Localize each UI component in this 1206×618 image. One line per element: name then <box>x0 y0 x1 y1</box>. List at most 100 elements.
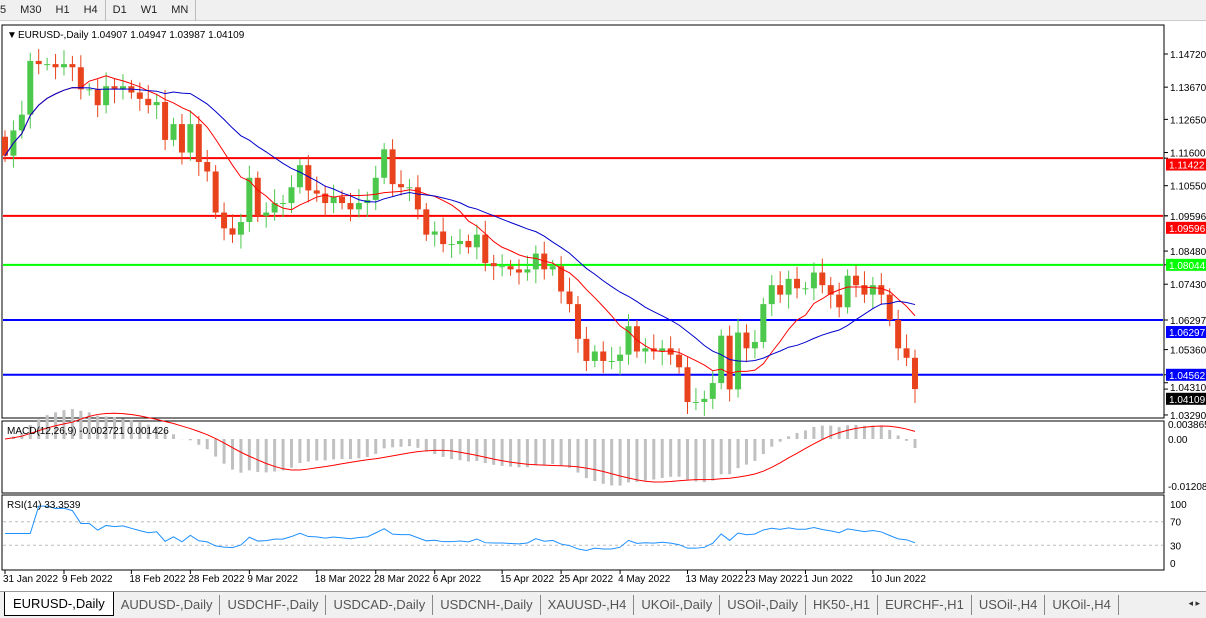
candle-body <box>103 86 110 106</box>
candle-body <box>431 231 438 235</box>
timeframe-mn[interactable]: MN <box>171 3 189 16</box>
candle-body <box>895 319 902 349</box>
candle-body <box>288 187 295 204</box>
level-price-tag <box>1166 258 1206 271</box>
candle-body <box>574 304 581 339</box>
candle-body <box>583 338 590 361</box>
timeframe-h1[interactable]: H1 <box>55 3 70 16</box>
candle-body <box>810 272 817 289</box>
timeframe-d1[interactable]: D1 <box>104 0 134 21</box>
level-price-tag <box>1166 158 1206 171</box>
candle-body <box>751 342 758 349</box>
price-axis-label: 1.13670 <box>1170 83 1206 94</box>
candle-body <box>676 354 683 368</box>
chart-tab[interactable]: EURCHF-,H1 <box>878 595 972 615</box>
candle-body <box>372 177 379 200</box>
main-panel-frame <box>1 24 1165 419</box>
date-axis-label: 1 Jun 2022 <box>803 574 853 585</box>
candle-body <box>861 285 868 295</box>
candle-body <box>313 190 320 194</box>
chart-tab[interactable]: HK50-,H1 <box>806 595 879 615</box>
level-price-label: 1.04562 <box>1169 371 1206 382</box>
rsi-panel-title: RSI(14) 33.3539 <box>7 500 81 511</box>
date-axis-label: 25 Apr 2022 <box>559 574 613 585</box>
candle-body <box>457 240 463 245</box>
candle-body <box>912 357 918 390</box>
candle-body <box>667 348 674 355</box>
chart-tab[interactable]: USDCHF-,Daily <box>220 595 327 615</box>
candle-body <box>515 269 522 273</box>
candle-body <box>566 291 573 305</box>
timeframe-m5[interactable]: 5 <box>0 3 7 16</box>
date-axis-label: 9 Feb 2022 <box>62 574 113 585</box>
candle-body <box>305 165 312 191</box>
candle-body <box>692 402 699 404</box>
candle-body <box>777 285 784 295</box>
candle-body <box>490 263 497 267</box>
chart-tab[interactable]: USOil-,Daily <box>720 595 806 615</box>
price-axis-label: 1.06297 <box>1170 316 1206 327</box>
candle-body <box>339 196 346 204</box>
macd-scale-label: 0.003865 <box>1168 420 1206 431</box>
candle-body <box>827 285 834 295</box>
candle-body <box>398 184 405 188</box>
candle-body <box>330 196 337 204</box>
price-axis-label: 1.10550 <box>1170 182 1206 193</box>
level-price-label: 1.08044 <box>1169 261 1206 272</box>
candle-body <box>836 294 843 308</box>
chart-tab[interactable]: UKOil-,H4 <box>1045 595 1119 615</box>
candle-body <box>271 203 278 213</box>
level-price-tag <box>1166 221 1206 234</box>
date-axis-label: 10 Jun 2022 <box>871 574 926 585</box>
chart-tab[interactable]: USDCAD-,Daily <box>326 595 434 615</box>
chart-tab[interactable]: USDCNH-,Daily <box>433 595 541 615</box>
candle-body <box>659 348 666 352</box>
candle-body <box>625 326 632 355</box>
candle-body <box>229 228 236 235</box>
candle-body <box>743 332 750 349</box>
candle-body <box>69 64 76 68</box>
timeframe-w1[interactable]: W1 <box>140 3 158 16</box>
macd-scale-label: 0.00 <box>1168 435 1188 446</box>
candle-body <box>60 64 67 68</box>
candle-body <box>406 187 413 189</box>
slow-moving-average-line <box>4 87 916 362</box>
chart-tab[interactable]: AUDUSD-,Daily <box>114 595 221 615</box>
candle-body <box>27 60 34 115</box>
candle-body <box>718 335 725 384</box>
timeframe-m30[interactable]: M30 <box>20 3 42 16</box>
macd-signal-line <box>4 412 916 483</box>
price-axis-label: 1.14720 <box>1170 50 1206 61</box>
candle-body <box>111 86 118 90</box>
candle-body <box>52 64 59 68</box>
rsi-scale-label: 100 <box>1170 500 1187 511</box>
chart-tabs-bar: EURUSD-,Daily AUDUSD-,Daily USDCHF-,Daily U… <box>0 591 1206 618</box>
chart-tab[interactable]: UKOil-,Daily <box>634 595 721 615</box>
candle-body <box>77 67 84 90</box>
candle-body <box>94 89 101 106</box>
candle-body <box>482 234 489 264</box>
candle-body <box>473 234 480 248</box>
rsi-scale-label: 70 <box>1170 518 1182 529</box>
chart-tab[interactable]: EURUSD-,Daily <box>4 592 114 616</box>
level-price-tag <box>1166 325 1206 338</box>
date-axis-label: 28 Feb 2022 <box>188 574 245 585</box>
timeframe-h4[interactable]: H4 <box>83 3 98 16</box>
candle-body <box>642 348 649 352</box>
chart-tab[interactable]: USOil-,H4 <box>972 595 1046 615</box>
candle-body <box>423 209 430 235</box>
macd-panel-title: MACD(12,26,9) -0.002721 0.001426 <box>7 426 169 437</box>
price-axis-label: 1.11600 <box>1170 149 1206 160</box>
rsi-scale-label: 0 <box>1170 559 1176 570</box>
tab-scroll-arrows-icon[interactable]: ◂ ▸ <box>1188 598 1200 608</box>
chart-tab[interactable]: XAUUSD-,H4 <box>541 595 635 615</box>
collapse-triangle-icon[interactable]: ▼ <box>7 30 17 41</box>
candle-body <box>246 177 253 223</box>
rsi-scale-label: 30 <box>1170 541 1182 552</box>
candle-body <box>136 92 143 99</box>
level-price-label: 1.11422 <box>1169 161 1205 172</box>
candle-body <box>414 187 421 210</box>
date-axis-label: 28 Mar 2022 <box>374 574 431 585</box>
candle-body <box>886 294 893 320</box>
